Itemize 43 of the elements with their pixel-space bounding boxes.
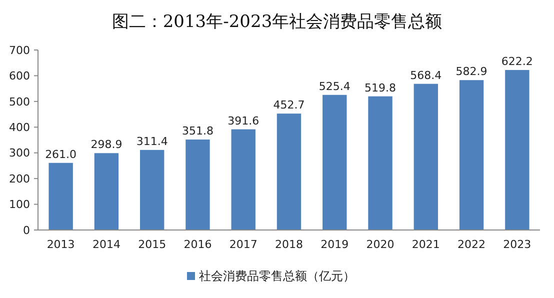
bar [368,96,392,230]
y-tick-label: 400 [9,120,30,134]
text: 452.7 [273,98,305,112]
text: 525.4 [318,80,350,93]
y-tick-label: 600 [9,70,30,83]
text: 351.8 [182,124,214,138]
bar [48,162,73,230]
x-tick-label: 2019 [320,238,349,251]
bar [459,80,484,230]
bar [231,129,256,230]
x-tick-label: 2015 [138,238,166,251]
legend-label: 社会消费品零售总额（亿元） [199,269,355,283]
y-tick-label: 500 [9,95,30,108]
chart-title: 图二：2013年-2023年社会消费品零售总额 [112,12,442,32]
bar [94,153,119,230]
text: 519.8 [364,81,396,94]
bar [322,94,347,230]
x-tick-label: 2016 [184,238,212,251]
bar [140,150,164,230]
text: 582.9 [456,65,488,78]
x-tick-label: 2013 [46,238,75,251]
x-tick-label: 2022 [458,238,486,251]
bar [414,84,438,230]
text: 298.9 [90,138,122,152]
x-tick-label: 2023 [503,238,532,251]
bar [186,140,210,230]
text: 261.0 [45,148,77,161]
y-tick-label: 100 [9,198,30,212]
y-tick-label: 700 [9,44,30,57]
x-tick-label: 2018 [275,238,303,251]
text: 311.4 [136,134,168,148]
bar [505,70,530,230]
x-tick-label: 2021 [412,238,440,251]
text: 622.2 [501,55,533,68]
x-tick-label: 2014 [92,238,120,251]
y-tick-label: 200 [9,172,30,186]
text: 391.6 [228,114,260,128]
y-tick-label: 300 [9,146,30,160]
bar [276,114,302,230]
x-tick-label: 2020 [366,238,394,251]
text: 568.4 [410,68,442,82]
x-tick-label: 2017 [229,238,258,251]
y-tick-label: 0 [23,224,30,237]
